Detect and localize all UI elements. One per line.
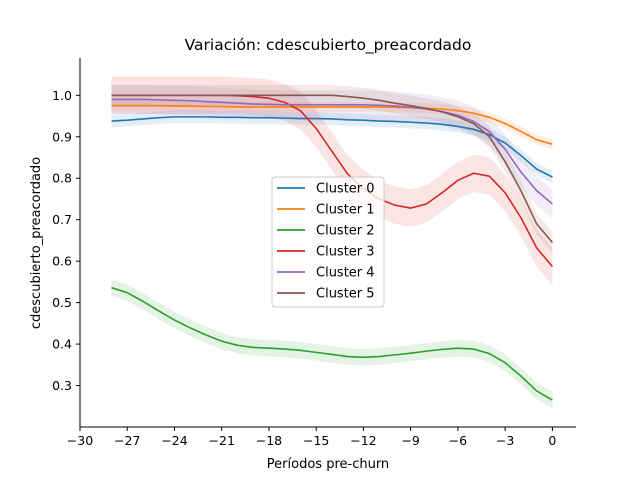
y-tick-label: 0.8 [52, 171, 72, 186]
series-line-2 [111, 286, 553, 401]
x-ticks: −30 −27 −24 −21 −18 −15 −12 −9 −6 −3 0 [67, 427, 556, 448]
y-tick-label: 0.9 [52, 129, 72, 144]
series-line-0 [111, 116, 553, 178]
x-tick-label: −27 [114, 433, 140, 448]
x-tick-label: −3 [496, 433, 514, 448]
axes [79, 58, 576, 428]
y-tick-label: 0.6 [52, 254, 72, 269]
x-tick-label: −24 [161, 433, 187, 448]
confidence-band-series-0 [111, 110, 553, 184]
x-tick-label: −30 [67, 433, 93, 448]
y-tick-label: 0.5 [52, 295, 72, 310]
legend-label: Cluster 5 [316, 287, 375, 302]
series-line-4 [111, 98, 553, 205]
series-line-5 [111, 94, 553, 244]
confidence-bands [111, 76, 553, 409]
y-tick-label: 0.4 [52, 337, 72, 352]
x-tick-label: −21 [209, 433, 235, 448]
x-tick-label: −12 [350, 433, 376, 448]
x-tick-label: −15 [303, 433, 329, 448]
y-tick-label: 1.0 [52, 88, 72, 103]
legend-label: Cluster 4 [316, 266, 375, 281]
x-tick-label: −6 [449, 433, 467, 448]
x-tick-label: −9 [401, 433, 419, 448]
confidence-band-series-4 [111, 84, 553, 219]
legend-label: Cluster 3 [316, 245, 375, 260]
legend-label: Cluster 2 [316, 224, 375, 239]
series-lines [111, 94, 553, 401]
legend-label: Cluster 0 [316, 182, 375, 197]
confidence-band-series-2 [111, 279, 553, 409]
x-tick-label: 0 [548, 433, 556, 448]
confidence-band-series-1 [111, 100, 553, 150]
x-tick-label: −18 [256, 433, 282, 448]
y-tick-label: 0.7 [52, 212, 72, 227]
y-tick-label: 0.3 [52, 378, 72, 393]
legend-label: Cluster 1 [316, 203, 375, 218]
y-ticks: 0.3 0.4 0.5 0.6 0.7 0.8 0.9 1.0 [52, 88, 80, 393]
series-line-1 [111, 104, 553, 146]
legend: Cluster 0 Cluster 1 Cluster 2 Cluster 3 Clus… [271, 176, 385, 308]
chart-title: Variación: cdescubierto_preacordado [185, 36, 472, 55]
confidence-band-series-3 [111, 76, 553, 286]
confidence-band-series-5 [111, 84, 553, 253]
y-axis-label: cdescubierto_preacordado [29, 157, 44, 329]
x-axis-label: Períodos pre-churn [267, 457, 389, 472]
